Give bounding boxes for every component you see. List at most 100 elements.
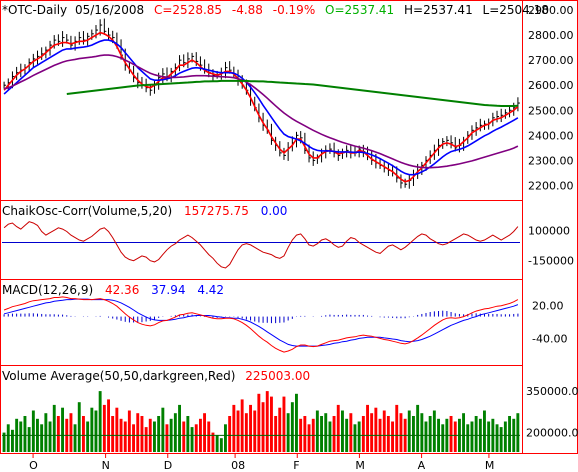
macd-hist-value: 4.42: [197, 283, 224, 297]
volume-bar: [470, 421, 474, 452]
volume-bar: [382, 410, 386, 452]
volume-bar: [228, 416, 232, 452]
price-ytick-label: 2200.00: [528, 179, 574, 192]
volume-bar: [94, 410, 98, 452]
volume-bar: [207, 421, 211, 452]
volume-bar: [278, 407, 282, 452]
volume-bar: [203, 413, 206, 452]
volume-bar: [136, 413, 140, 452]
x-tick-label: O: [29, 459, 38, 472]
volume-bar: [516, 413, 520, 452]
volume-bar: [236, 410, 240, 452]
volume-bar: [73, 424, 77, 452]
volume-bar: [98, 391, 102, 452]
volume-bar: [412, 416, 415, 452]
price-ytick-label: 2600.00: [528, 79, 574, 92]
volume-header: Volume Average(50,50,darkgreen,Red) 2250…: [2, 369, 310, 383]
price-ytick-label: 2700.00: [528, 54, 574, 67]
volume-bar: [127, 410, 131, 452]
volume-bar: [495, 424, 499, 452]
panel-frames: [0, 0, 523, 454]
symbol-label: *OTC-Daily: [2, 3, 67, 17]
volume-bar: [407, 410, 411, 452]
volume-bar: [56, 416, 60, 452]
macd-header: MACD(12,26,9) 42.36 37.94 4.42: [2, 283, 224, 297]
x-tick-label: A: [418, 459, 426, 472]
volume-bar: [165, 424, 169, 452]
volume-bar: [341, 410, 344, 452]
volume-bar: [361, 416, 365, 452]
high-value: H=2537.41: [404, 3, 473, 17]
price-ytick-label: 2900.00: [528, 4, 574, 17]
volume-bar: [428, 416, 432, 452]
x-tick-label: D: [164, 459, 172, 472]
volume-bar: [432, 410, 436, 452]
volume-bar: [107, 399, 110, 452]
volume-bar: [140, 416, 144, 452]
volume-bar: [336, 404, 340, 452]
macd-ytick-label: 20.00: [532, 300, 564, 313]
chaikin-value: 157275.75: [184, 204, 249, 218]
volume-bar: [6, 424, 10, 452]
volume-bar: [487, 421, 491, 452]
volume-bar: [374, 407, 378, 452]
volume-bar: [2, 432, 6, 452]
volume-bar: [453, 421, 457, 452]
volume-bar: [503, 421, 507, 452]
volume-bar: [315, 410, 319, 452]
axis-layer: 2900.00 2800.00 2700.00 2600.00 2500.00 2400.…: [29, 4, 578, 472]
macd-value: 42.36: [105, 283, 139, 297]
volume-bar: [274, 416, 278, 452]
volume-bar: [462, 413, 465, 452]
volume-bar: [295, 393, 298, 452]
price-header: *OTC-Daily 05/16/2008 C=2528.85 -4.88 -0…: [2, 3, 549, 17]
volume-bar: [328, 421, 332, 452]
volume-bar: [386, 416, 390, 452]
volume-bar: [86, 421, 90, 452]
x-tick-label: M: [355, 459, 365, 472]
price-ytick-label: 2400.00: [528, 129, 574, 142]
volume-bar: [366, 404, 369, 452]
volume-bar: [219, 438, 223, 452]
volume-bar: [320, 416, 323, 452]
volume-bar: [244, 413, 248, 452]
price-ytick-label: 2300.00: [528, 154, 574, 167]
volume-bar: [399, 413, 403, 452]
chaikin-ytick-label: 100000: [528, 224, 570, 237]
volume-bar: [144, 427, 148, 452]
volume-bar: [215, 435, 219, 452]
volume-bar: [257, 393, 261, 452]
volume-bar: [48, 421, 52, 452]
volume-bar: [261, 402, 265, 452]
macd-signal-line: [3, 298, 519, 347]
volume-bar: [474, 416, 478, 452]
volume-bar: [161, 407, 165, 452]
price-ytick-label: 2800.00: [528, 29, 574, 42]
price-series-line-3: [3, 54, 519, 169]
volume-bar: [232, 404, 236, 452]
close-value: C=2528.85: [154, 3, 222, 17]
chaikin-header: ChaikOsc-Corr(Volume,5,20) 157275.75 0.0…: [2, 204, 287, 218]
volume-ytick-label: 350000.00: [526, 385, 578, 398]
plot-layer: [2, 18, 520, 452]
volume-bar: [123, 421, 127, 452]
volume-bar: [416, 404, 420, 452]
volume-bar: [270, 396, 273, 452]
volume-bar: [40, 424, 44, 452]
low-value: L=2504.18: [483, 3, 549, 17]
x-tick-label: 08: [231, 459, 245, 472]
volume-bar: [61, 407, 64, 452]
volume-bar: [19, 421, 23, 452]
volume-bar: [157, 416, 161, 452]
volume-bar: [69, 413, 73, 452]
volume-bar: [249, 404, 252, 452]
macd-ytick-label: -40.00: [532, 332, 567, 345]
volume-bar: [483, 410, 486, 452]
volume-bar: [27, 427, 31, 452]
x-tick-label: M: [485, 459, 495, 472]
volume-bar: [82, 416, 85, 452]
open-value: O=2537.41: [325, 3, 394, 17]
volume-bar: [353, 424, 357, 452]
volume-bar: [111, 416, 115, 452]
date-label: 05/16/2008: [75, 3, 144, 17]
